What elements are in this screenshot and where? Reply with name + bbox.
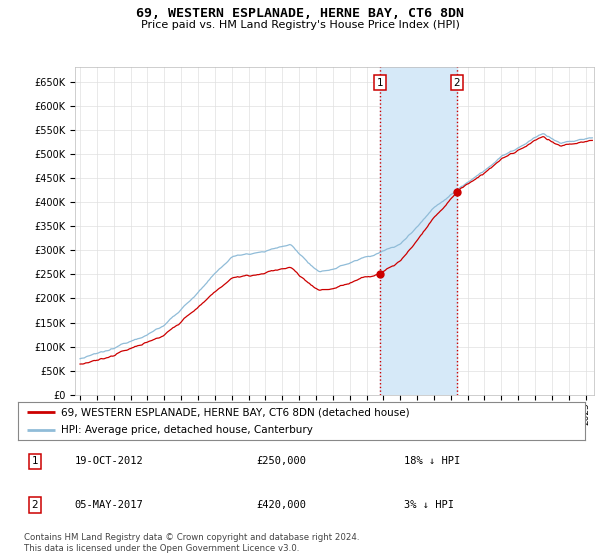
Text: 05-MAY-2017: 05-MAY-2017 bbox=[75, 500, 143, 510]
Text: 1: 1 bbox=[32, 456, 38, 466]
Text: £250,000: £250,000 bbox=[256, 456, 306, 466]
Text: Contains HM Land Registry data © Crown copyright and database right 2024.
This d: Contains HM Land Registry data © Crown c… bbox=[24, 533, 359, 553]
Text: 19-OCT-2012: 19-OCT-2012 bbox=[75, 456, 143, 466]
Text: 2: 2 bbox=[454, 78, 460, 87]
Text: 3% ↓ HPI: 3% ↓ HPI bbox=[404, 500, 454, 510]
Text: Price paid vs. HM Land Registry's House Price Index (HPI): Price paid vs. HM Land Registry's House … bbox=[140, 20, 460, 30]
Text: 2: 2 bbox=[32, 500, 38, 510]
Text: 1: 1 bbox=[377, 78, 383, 87]
Text: 69, WESTERN ESPLANADE, HERNE BAY, CT6 8DN: 69, WESTERN ESPLANADE, HERNE BAY, CT6 8D… bbox=[136, 7, 464, 20]
Text: £420,000: £420,000 bbox=[256, 500, 306, 510]
Text: 18% ↓ HPI: 18% ↓ HPI bbox=[404, 456, 460, 466]
Bar bbox=[380, 67, 457, 395]
Text: 69, WESTERN ESPLANADE, HERNE BAY, CT6 8DN (detached house): 69, WESTERN ESPLANADE, HERNE BAY, CT6 8D… bbox=[61, 407, 409, 417]
Text: HPI: Average price, detached house, Canterbury: HPI: Average price, detached house, Cant… bbox=[61, 425, 313, 435]
